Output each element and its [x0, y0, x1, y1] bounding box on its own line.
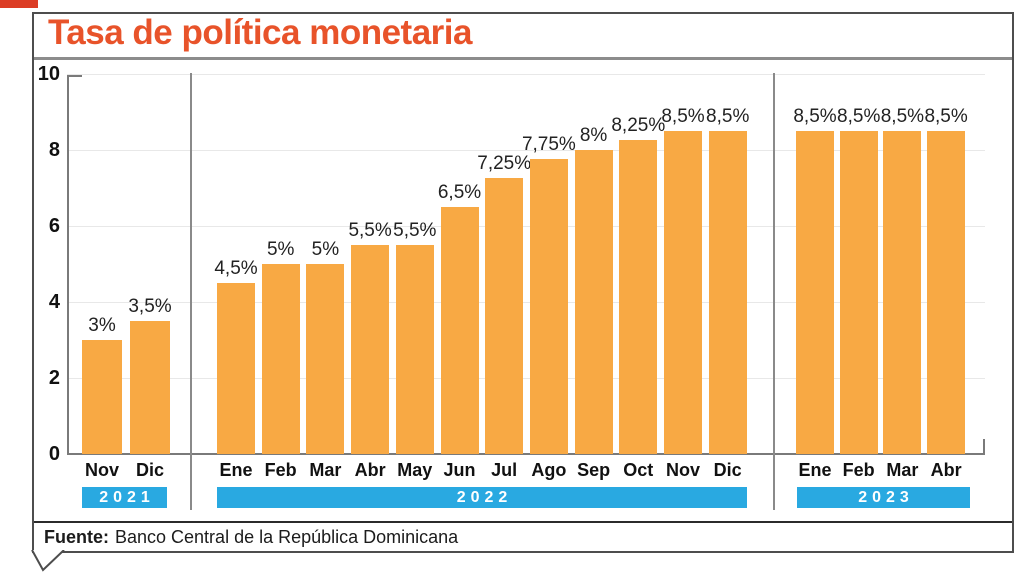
month-label-2022-Dic: Dic	[713, 460, 742, 480]
speech-bubble-tail	[31, 550, 65, 572]
bar-value-label: 8%	[579, 125, 608, 146]
bar-2022-Oct	[619, 140, 658, 454]
title-underline	[34, 57, 1012, 60]
y-axis-tick-0: 0	[48, 443, 60, 465]
bar-2021-Nov	[82, 340, 122, 454]
source-label: Fuente:	[44, 527, 109, 547]
year-band-2021: 2021	[82, 487, 167, 508]
bar-2022-Abr	[351, 245, 390, 454]
y-axis-tick-2: 2	[48, 367, 60, 389]
source-line: Fuente: Banco Central de la República Dom…	[44, 527, 458, 548]
month-label-2022-Sep: Sep	[577, 460, 611, 480]
month-label-2022-Ene: Ene	[219, 460, 253, 480]
year-divider-0	[190, 73, 192, 510]
bar-2022-Jun	[440, 207, 479, 454]
gridline-4	[67, 302, 985, 303]
year-band-2022: 2022	[217, 487, 747, 508]
bar-value-label: 6,5%	[437, 182, 482, 203]
bar-value-label: 4,5%	[214, 258, 258, 279]
month-label-2022-Abr: Abr	[354, 460, 386, 480]
axis-top-tick	[67, 75, 82, 77]
month-label-2022-Ago: Ago	[531, 460, 567, 480]
bar-value-label: 5%	[266, 239, 295, 260]
bar-2023-Ene	[796, 131, 834, 454]
month-label-2022-Jul: Jul	[491, 460, 518, 480]
gridline-2	[67, 378, 985, 379]
y-axis-tick-8: 8	[48, 139, 60, 161]
bar-value-label: 8,5%	[924, 106, 968, 127]
bar-value-label: 5,5%	[393, 220, 437, 241]
month-label-2023-Mar: Mar	[886, 460, 919, 480]
month-label-2023-Ene: Ene	[798, 460, 832, 480]
bar-value-label: 3%	[88, 315, 116, 336]
bar-value-label: 8,5%	[706, 106, 750, 127]
source-divider	[34, 521, 1012, 523]
bar-value-label: 8,5%	[880, 106, 925, 127]
year-divider-1	[773, 73, 775, 510]
gridline-10	[67, 74, 985, 75]
month-label-2021-Nov: Nov	[84, 460, 119, 480]
month-label-2022-Oct: Oct	[623, 460, 654, 480]
x-axis-baseline	[67, 453, 985, 455]
source-text: Banco Central de la República Dominicana	[115, 527, 459, 547]
bar-value-label: 8,25%	[611, 115, 666, 136]
bar-value-label: 3,5%	[128, 296, 172, 317]
bar-2022-Ene	[217, 283, 255, 454]
bar-2022-Sep	[574, 150, 613, 454]
month-label-2021-Dic: Dic	[135, 460, 164, 480]
bar-2022-Ago	[529, 159, 568, 454]
bar-2022-Feb	[261, 264, 300, 454]
y-axis-tick-4: 4	[48, 291, 60, 313]
y-axis-tick-6: 6	[48, 215, 60, 237]
bar-value-label: 5,5%	[348, 220, 392, 241]
y-axis-tick-10: 10	[37, 63, 60, 85]
bar-2022-May	[395, 245, 434, 454]
month-label-2022-Feb: Feb	[264, 460, 297, 480]
bar-2023-Feb	[839, 131, 878, 454]
bar-2023-Abr	[927, 131, 966, 454]
bar-2022-Nov	[664, 131, 702, 454]
month-label-2022-Mar: Mar	[309, 460, 342, 480]
page-title: Tasa de política monetaria	[48, 13, 473, 52]
bar-value-label: 8,5%	[661, 106, 705, 127]
gridline-8	[67, 150, 985, 151]
gridline-6	[67, 226, 985, 227]
bar-2022-Jul	[485, 178, 524, 454]
red-corner-strip	[0, 0, 38, 8]
bar-2023-Mar	[883, 131, 922, 454]
month-label-2022-Nov: Nov	[665, 460, 700, 480]
month-label-2022-May: May	[397, 460, 433, 480]
bar-value-label: 7,25%	[477, 153, 532, 174]
bar-2022-Mar	[306, 264, 345, 454]
axis-right-tick	[983, 439, 985, 454]
year-band-2023: 2023	[797, 487, 970, 508]
month-label-2023-Abr: Abr	[930, 460, 962, 480]
y-axis-line	[67, 75, 69, 454]
bar-value-label: 8,5%	[837, 106, 881, 127]
bar-value-label: 8,5%	[793, 106, 837, 127]
bar-value-label: 7,75%	[521, 134, 576, 155]
month-label-2023-Feb: Feb	[842, 460, 875, 480]
bar-2022-Dic	[708, 131, 747, 454]
bar-2021-Dic	[130, 321, 170, 454]
month-label-2022-Jun: Jun	[443, 460, 476, 480]
bar-value-label: 5%	[311, 239, 340, 260]
